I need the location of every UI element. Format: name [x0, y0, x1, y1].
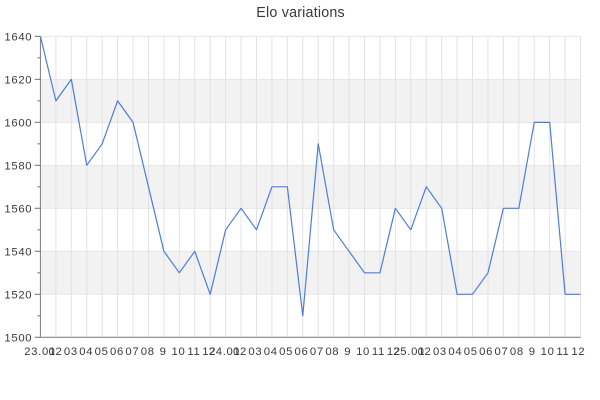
svg-text:11: 11 [372, 346, 385, 358]
svg-text:Elo variations: Elo variations [256, 5, 345, 21]
svg-text:06: 06 [110, 346, 124, 358]
svg-text:12: 12 [387, 346, 401, 358]
svg-text:02: 02 [418, 346, 432, 358]
svg-text:02: 02 [233, 346, 247, 358]
svg-text:05: 05 [279, 346, 293, 358]
svg-text:10: 10 [541, 346, 555, 358]
svg-text:1540: 1540 [4, 247, 32, 259]
svg-text:10: 10 [356, 346, 370, 358]
svg-text:11: 11 [556, 346, 569, 358]
svg-text:9: 9 [160, 346, 167, 358]
svg-text:08: 08 [325, 346, 339, 358]
svg-text:03: 03 [433, 346, 447, 358]
svg-text:07: 07 [494, 346, 508, 358]
svg-text:12: 12 [571, 346, 585, 358]
svg-text:06: 06 [295, 346, 309, 358]
svg-text:03: 03 [248, 346, 262, 358]
svg-text:07: 07 [125, 346, 139, 358]
svg-text:23.01: 23.01 [24, 346, 56, 358]
svg-text:25.01: 25.01 [393, 346, 425, 358]
svg-text:07: 07 [310, 346, 324, 358]
svg-text:1620: 1620 [4, 75, 32, 87]
svg-text:9: 9 [344, 346, 351, 358]
svg-text:1580: 1580 [4, 161, 32, 173]
svg-text:05: 05 [95, 346, 109, 358]
svg-text:04: 04 [264, 346, 278, 358]
svg-text:04: 04 [79, 346, 93, 358]
svg-text:12: 12 [202, 346, 216, 358]
svg-text:1560: 1560 [4, 204, 32, 216]
svg-text:1600: 1600 [4, 118, 32, 130]
svg-text:02: 02 [48, 346, 62, 358]
svg-text:10: 10 [172, 346, 186, 358]
svg-text:08: 08 [510, 346, 524, 358]
svg-text:1520: 1520 [4, 290, 32, 302]
svg-text:04: 04 [448, 346, 462, 358]
svg-text:11: 11 [187, 346, 200, 358]
svg-text:05: 05 [464, 346, 478, 358]
svg-text:1500: 1500 [4, 333, 32, 345]
svg-text:9: 9 [529, 346, 536, 358]
svg-text:08: 08 [141, 346, 155, 358]
svg-text:03: 03 [64, 346, 78, 358]
svg-text:1640: 1640 [4, 32, 32, 44]
svg-text:24.01: 24.01 [209, 346, 241, 358]
svg-text:06: 06 [479, 346, 493, 358]
